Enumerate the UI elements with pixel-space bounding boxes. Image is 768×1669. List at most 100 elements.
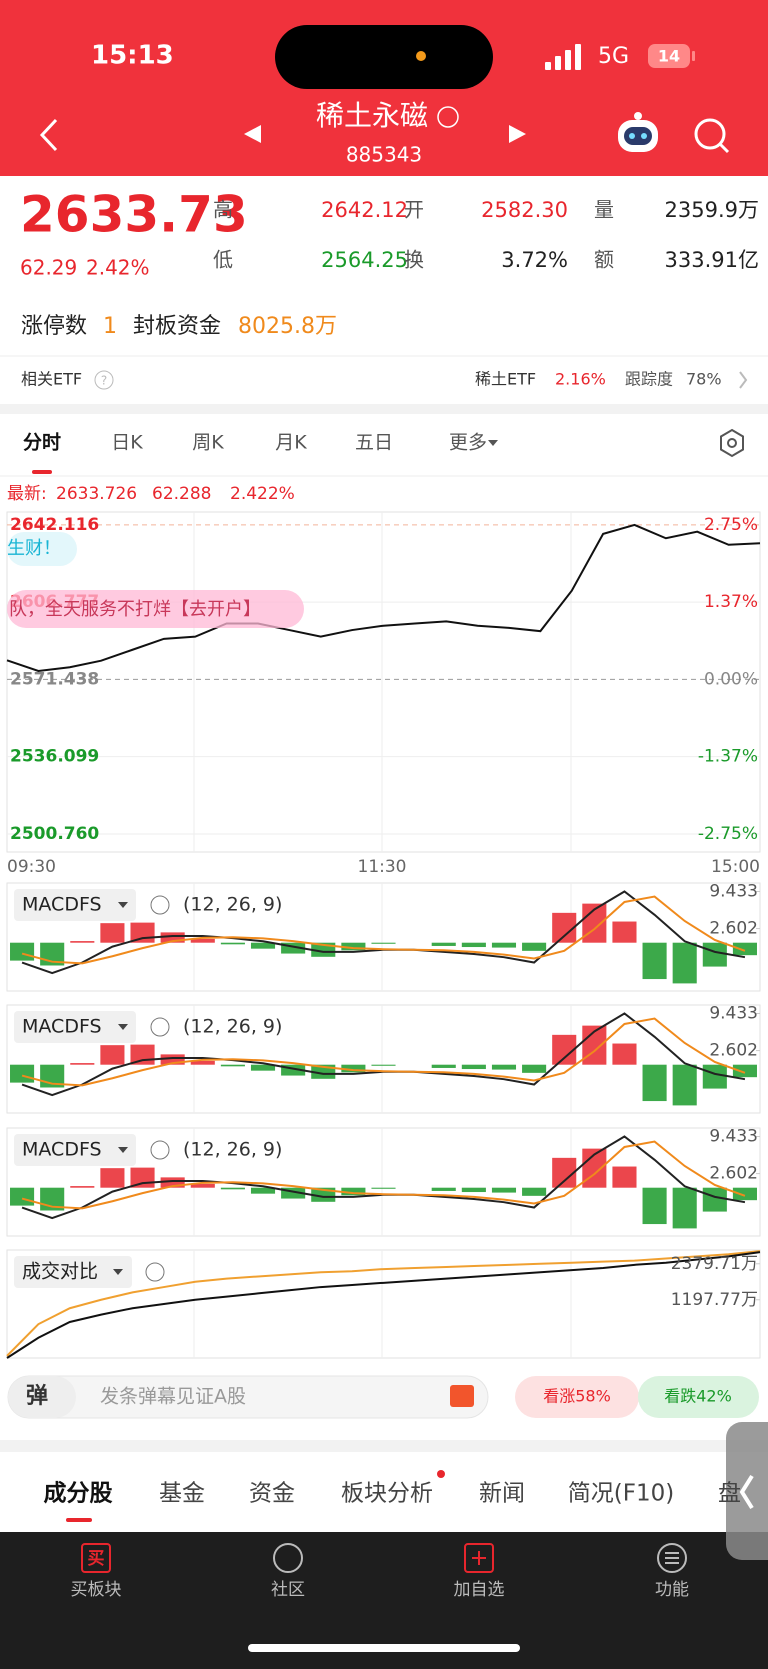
track-value: 78%: [686, 370, 722, 389]
latest-label: 最新:: [7, 484, 47, 504]
stat-label: 开: [404, 198, 424, 222]
ad-bubble[interactable]: [7, 532, 77, 566]
macd-bar: [642, 1187, 667, 1225]
battery: [648, 44, 690, 68]
help-icon[interactable]: [150, 895, 170, 915]
macd-dea: [21, 1140, 746, 1210]
macd-bar: [522, 1187, 547, 1196]
macd-bar: [281, 1064, 306, 1076]
macd-bar: [10, 1187, 35, 1206]
macd-bar: [431, 1187, 456, 1191]
volume-tick-label: 2379.71万: [671, 1254, 758, 1274]
macd-bar: [100, 1045, 125, 1065]
stat-value: 3.72%: [501, 248, 568, 272]
danmaku-icon-bg: [8, 1376, 76, 1418]
help-icon[interactable]: [94, 370, 114, 390]
danmaku-placeholder: 发条弹幕见证A股: [100, 1386, 246, 1408]
next-arrow[interactable]: [509, 125, 526, 143]
macd-dea: [21, 895, 746, 965]
nav-label[interactable]: 社区: [271, 1580, 305, 1600]
chart-tab[interactable]: 月K: [275, 432, 307, 454]
macd-tick-label: 2.602: [709, 919, 758, 939]
volume-tick-label: 1197.77万: [671, 1290, 758, 1310]
macd-bar: [672, 1187, 697, 1229]
help-icon[interactable]: [150, 1140, 170, 1160]
indicator-select[interactable]: [14, 889, 136, 921]
indicator-select[interactable]: [14, 1256, 132, 1288]
help-icon[interactable]: [150, 1017, 170, 1037]
macd-bar: [371, 1064, 396, 1066]
pct-label: -1.37%: [698, 747, 758, 767]
latest-change: 62.288: [152, 484, 211, 504]
macd-bar: [371, 942, 396, 944]
section-tab[interactable]: 板块分析: [341, 1481, 433, 1507]
macd-bar: [461, 942, 486, 948]
prev-arrow[interactable]: [244, 125, 261, 143]
help-icon[interactable]: [145, 1262, 165, 1282]
ad-text: 生财！: [7, 538, 61, 559]
section-tab[interactable]: 资金: [249, 1481, 295, 1507]
x-tick-label: 11:30: [358, 857, 407, 877]
gift-icon[interactable]: [450, 1385, 474, 1407]
vote-up-bg[interactable]: [515, 1376, 639, 1418]
macd-bar: [70, 941, 95, 943]
vote-down-bg[interactable]: [638, 1376, 759, 1418]
chart-tab[interactable]: 周K: [192, 432, 224, 454]
indicator-select[interactable]: [14, 1011, 136, 1043]
menu-icon: [657, 1543, 687, 1573]
danmaku-icon: 弹: [26, 1384, 48, 1409]
macd-tick-label: 9.433: [709, 1127, 758, 1147]
robot-icon[interactable]: [618, 112, 658, 152]
section-tab[interactable]: 盘: [718, 1481, 741, 1507]
chart-frame: [6, 511, 761, 853]
chart-tab[interactable]: 分时: [23, 432, 61, 454]
section-tab[interactable]: 新闻: [479, 1481, 525, 1507]
code: 885343: [346, 143, 422, 167]
side-handle[interactable]: [726, 1422, 768, 1560]
search-icon[interactable]: [694, 118, 730, 154]
macd-bar: [250, 1064, 276, 1071]
settings-icon[interactable]: [720, 428, 744, 458]
macd-bar: [190, 938, 215, 943]
macd-bar: [642, 1064, 667, 1102]
y-tick-label: 2642.116: [10, 515, 99, 535]
macd-bar: [100, 923, 125, 943]
ad-banner[interactable]: [7, 590, 304, 628]
chart-tab[interactable]: 更多: [449, 432, 487, 454]
dropdown-caret: [118, 1147, 128, 1153]
nav-label[interactable]: 买板块: [71, 1580, 122, 1600]
macd-bar: [522, 942, 547, 951]
indicator-select[interactable]: [14, 1134, 136, 1166]
camera-dot: [416, 51, 426, 61]
price-line: [6, 523, 761, 672]
section-tab[interactable]: 成分股: [44, 1481, 113, 1507]
etf-label: 相关ETF: [21, 370, 82, 389]
macd-bar: [672, 942, 697, 984]
macd-bar: [341, 1064, 366, 1073]
chevron[interactable]: [739, 371, 748, 389]
nav-label[interactable]: 功能: [655, 1580, 689, 1600]
dropdown-caret: [113, 1269, 123, 1275]
signal: [545, 44, 581, 70]
macd-bar: [522, 1064, 547, 1073]
macd-bar: [281, 942, 306, 954]
nav-label[interactable]: 加自选: [454, 1580, 505, 1600]
indicator-params: (12, 26, 9): [183, 1139, 282, 1161]
chart-tab[interactable]: 日K: [111, 432, 143, 454]
info-icon[interactable]: [437, 106, 459, 128]
volume-frame: [6, 1249, 761, 1359]
section-tab[interactable]: 简况(F10): [568, 1481, 674, 1507]
stat-value: 2582.30: [481, 198, 568, 222]
chart-tab[interactable]: 五日: [355, 432, 393, 454]
danmaku-input[interactable]: [7, 1375, 489, 1419]
gap: [0, 404, 768, 414]
macd-bar: [702, 942, 727, 967]
macd-frame: [6, 1004, 761, 1114]
back-button[interactable]: [39, 118, 58, 152]
section-tab[interactable]: 基金: [159, 1481, 205, 1507]
y-tick-label: 2500.760: [10, 824, 99, 844]
change: 62.29: [20, 256, 77, 280]
stat-label: 额: [594, 248, 614, 272]
badge-dot: [437, 1470, 445, 1478]
add-icon: [464, 1543, 494, 1573]
